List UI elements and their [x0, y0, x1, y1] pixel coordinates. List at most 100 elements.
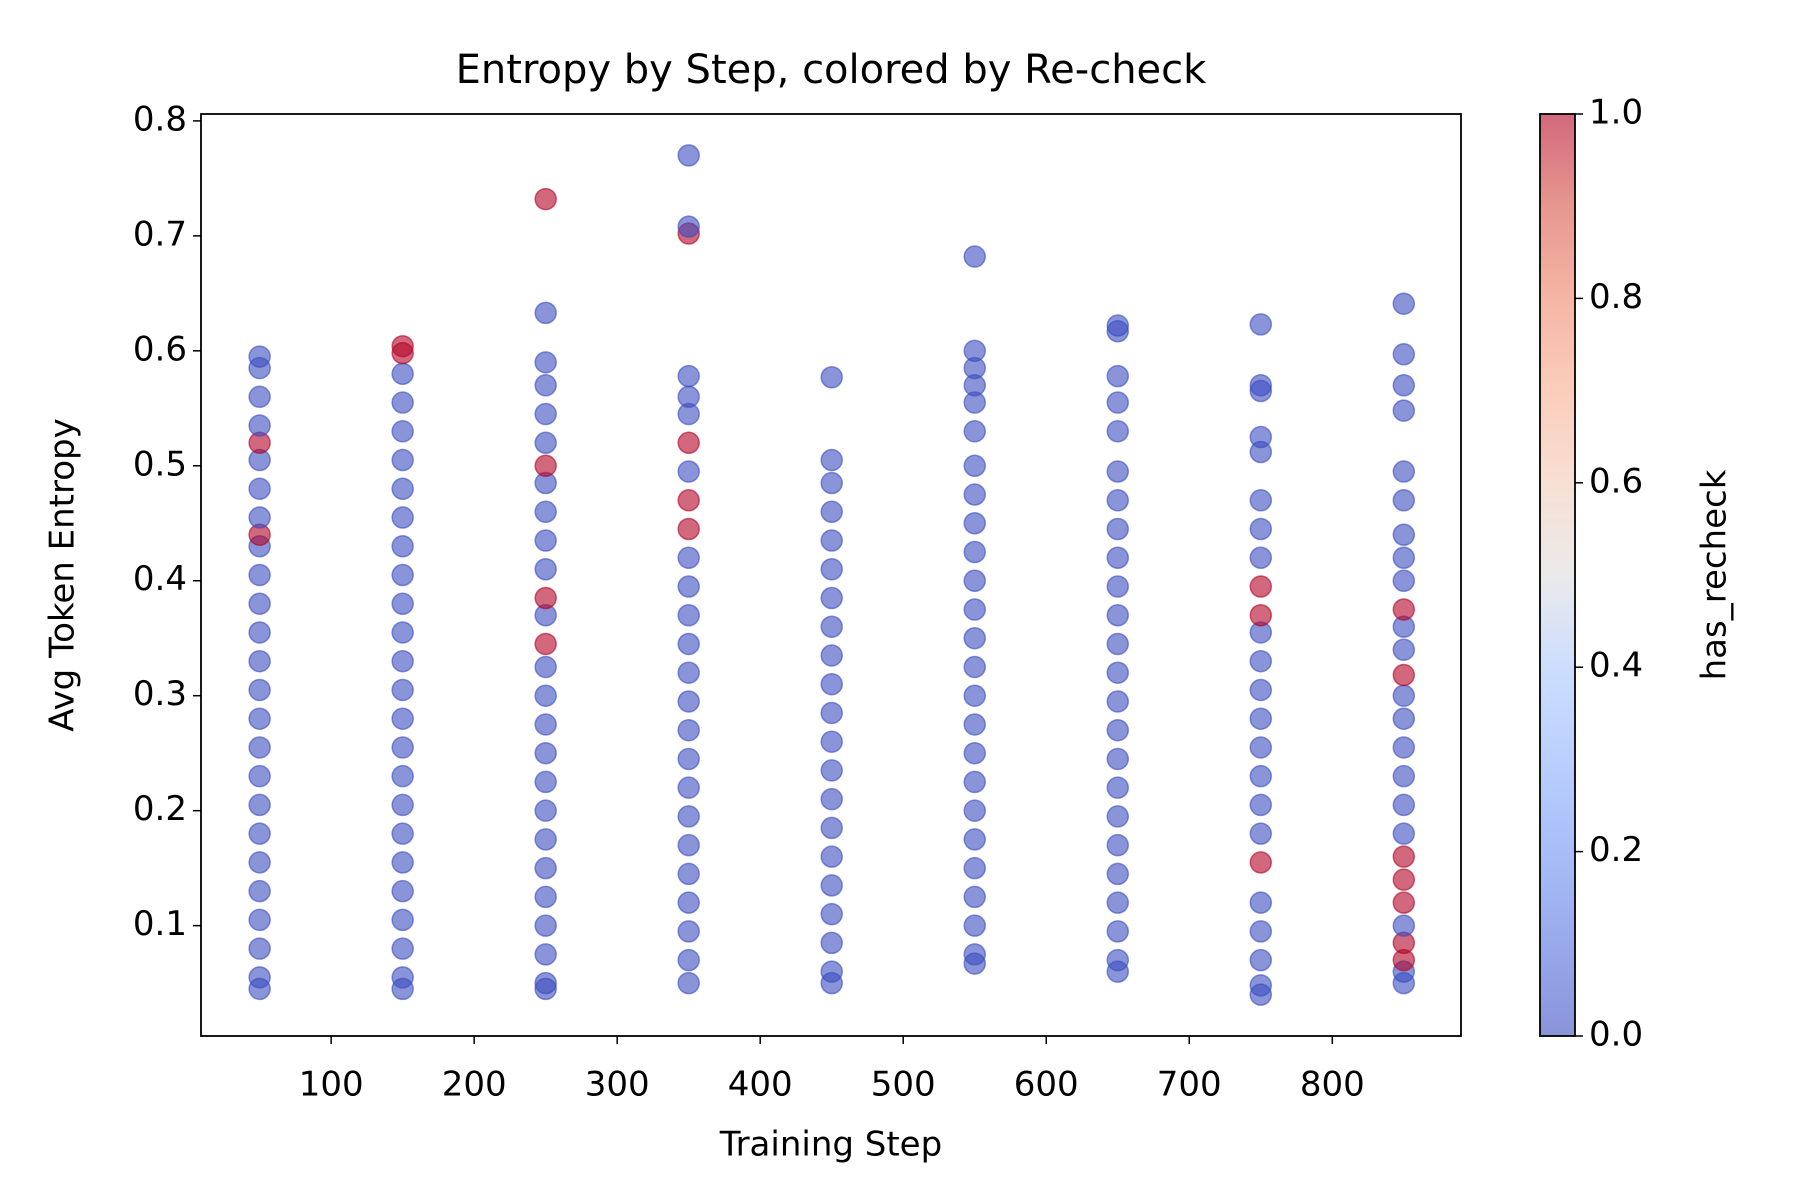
point: [534, 885, 557, 909]
x-tick-label: 500: [871, 1065, 936, 1105]
point: [820, 448, 843, 472]
point: [820, 816, 843, 840]
point: [677, 805, 700, 828]
point: [1249, 649, 1273, 673]
y-tick-label: 0.8: [133, 99, 187, 139]
point: [677, 833, 700, 857]
colorbar-tick-label: 0.6: [1589, 461, 1643, 501]
colorbar-label: has_recheck: [1695, 469, 1735, 680]
point: [820, 558, 843, 581]
point: [963, 770, 986, 794]
point: [1249, 707, 1273, 730]
point: [534, 971, 557, 995]
point: [391, 649, 414, 673]
y-tick-label: 0.5: [133, 444, 187, 484]
point: [677, 215, 700, 238]
point: [248, 966, 271, 989]
point: [1392, 638, 1416, 661]
point: [820, 845, 843, 868]
point: [677, 948, 700, 972]
point: [534, 431, 557, 455]
point: [1106, 489, 1130, 512]
point: [820, 586, 843, 610]
point: [963, 483, 986, 506]
point: [820, 471, 843, 495]
point: [963, 454, 986, 478]
y-tick-label: 0.3: [133, 674, 187, 714]
point: [1106, 460, 1130, 483]
plot-frame: [200, 113, 1462, 1037]
point: [1249, 374, 1273, 397]
colorbar-tick-label: 0.8: [1589, 277, 1643, 317]
point: [391, 334, 414, 358]
point: [963, 885, 986, 909]
point: [963, 245, 986, 268]
point: [391, 822, 414, 845]
point: [677, 575, 700, 598]
point: [534, 187, 557, 211]
point: [534, 943, 557, 966]
point: [248, 414, 271, 437]
point: [534, 713, 557, 736]
y-tick-label: 0.7: [133, 214, 187, 254]
point: [677, 862, 700, 886]
x-tick-label: 700: [1157, 1065, 1222, 1105]
point: [391, 477, 414, 501]
point: [1392, 292, 1416, 315]
point: [1249, 764, 1273, 788]
point: [391, 621, 414, 644]
point: [677, 776, 700, 799]
x-tick-label: 300: [585, 1065, 650, 1105]
point: [1249, 546, 1273, 570]
point: [248, 764, 271, 788]
point: [1106, 747, 1130, 771]
point: [391, 506, 414, 529]
point: [1106, 718, 1130, 742]
point: [677, 891, 700, 914]
point: [820, 701, 843, 725]
point: [677, 385, 700, 409]
point: [677, 747, 700, 771]
point: [1249, 489, 1273, 512]
point: [1106, 891, 1130, 914]
point: [1249, 793, 1273, 817]
point: [1392, 546, 1416, 570]
point: [677, 920, 700, 943]
point: [1106, 632, 1130, 656]
point: [963, 512, 986, 535]
point: [1106, 517, 1130, 541]
point: [248, 345, 271, 368]
point: [677, 632, 700, 656]
point: [391, 592, 414, 615]
point: [534, 741, 557, 765]
point: [1106, 862, 1130, 886]
point: [391, 908, 414, 932]
point: [963, 598, 986, 621]
point: [248, 736, 271, 759]
point: [1106, 690, 1130, 713]
point: [534, 529, 557, 552]
x-tick-label: 400: [728, 1065, 793, 1105]
point: [534, 914, 557, 937]
point: [534, 454, 557, 478]
y-tick-label: 0.4: [133, 559, 187, 599]
point: [391, 707, 414, 730]
point: [963, 569, 986, 592]
point: [963, 626, 986, 650]
point: [1106, 420, 1130, 443]
point: [1106, 546, 1130, 570]
point: [963, 856, 986, 880]
point: [1249, 851, 1273, 874]
point: [391, 851, 414, 874]
point: [534, 799, 557, 822]
point: [1392, 868, 1416, 891]
point: [820, 874, 843, 897]
point: [1106, 314, 1130, 337]
point: [1392, 569, 1416, 592]
point: [1392, 793, 1416, 817]
point: [534, 558, 557, 581]
point: [677, 661, 700, 684]
point: [391, 448, 414, 472]
point: [391, 966, 414, 989]
